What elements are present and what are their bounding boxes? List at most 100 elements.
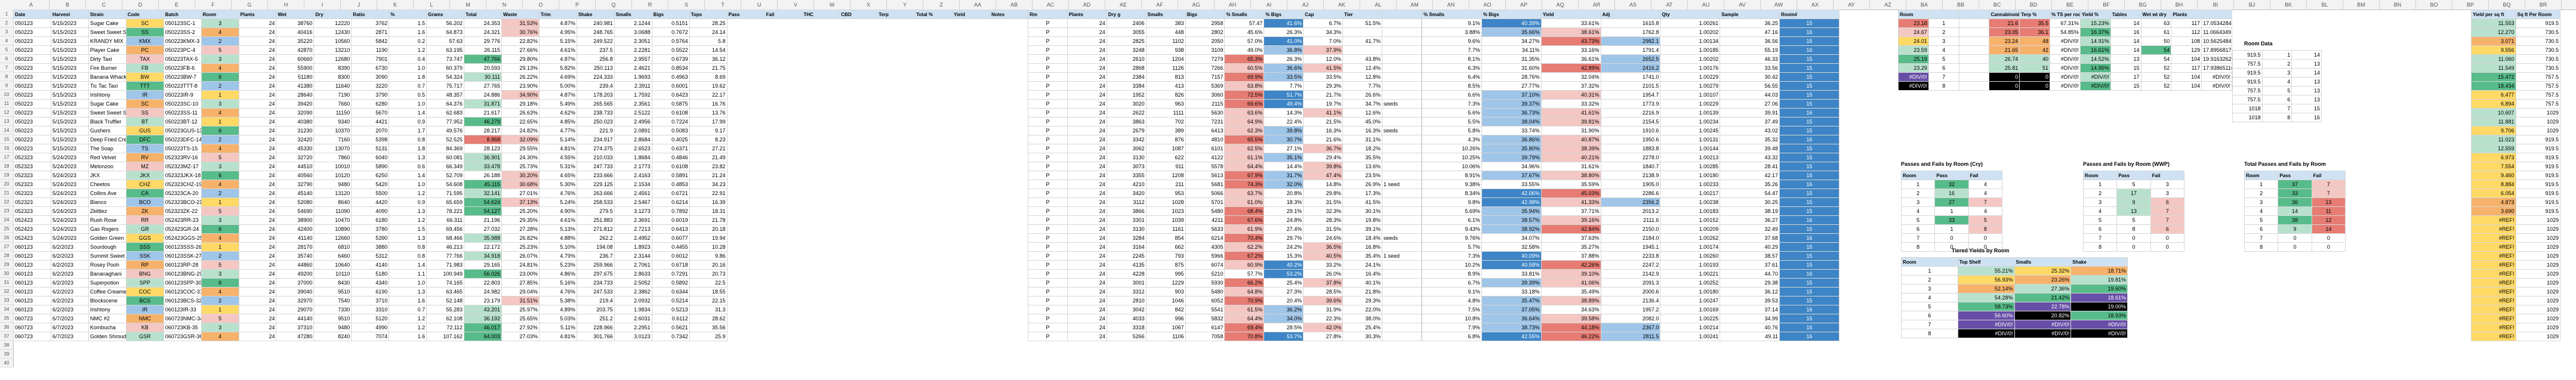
note-cell[interactable]: seeds <box>1382 126 1422 135</box>
data-cell[interactable]: 18.2% <box>1342 144 1383 153</box>
data-cell[interactable]: 36.12 <box>689 54 728 64</box>
data-cell[interactable]: 1.2 <box>389 189 427 198</box>
column-header[interactable]: THC <box>802 10 840 19</box>
data-cell[interactable]: 0.6001 <box>651 81 690 91</box>
data-cell[interactable]: 1029 <box>2515 278 2560 288</box>
data-cell[interactable]: 129 <box>2171 45 2202 55</box>
note-cell[interactable] <box>1382 162 1422 171</box>
data-cell[interactable]: 4.76% <box>538 287 577 296</box>
data-cell[interactable]: 7 <box>2261 104 2292 113</box>
column-header[interactable]: Terp % <box>2019 10 2051 19</box>
data-cell[interactable]: 2.3051 <box>614 36 652 46</box>
note-cell[interactable]: seeds <box>1382 99 1422 109</box>
data-cell[interactable]: 24 <box>238 215 277 225</box>
data-cell[interactable]: GUS <box>125 126 164 135</box>
data-cell[interactable]: 5/15/2023 <box>50 63 89 73</box>
data-cell[interactable]: 219.4 <box>576 296 615 305</box>
data-cell[interactable]: 12.0% <box>1303 54 1344 64</box>
data-cell[interactable]: 37 <box>2278 180 2312 189</box>
data-cell[interactable]: 7.5% <box>1422 305 1482 314</box>
data-cell[interactable]: P <box>1028 197 1068 207</box>
data-cell[interactable]: 3 <box>1900 197 1936 207</box>
data-cell[interactable]: 050223 <box>13 36 51 46</box>
data-cell[interactable]: 24 <box>1067 224 1107 234</box>
data-cell[interactable]: 6 <box>2082 224 2118 234</box>
data-cell[interactable]: #DIV/0! <box>2050 81 2081 91</box>
data-cell[interactable]: 24 <box>238 260 277 270</box>
data-cell[interactable]: 3 <box>201 54 239 64</box>
data-cell[interactable]: 3.690 <box>2471 206 2516 216</box>
data-cell[interactable]: 5613 <box>1185 171 1225 180</box>
data-cell[interactable]: 52.525 <box>426 135 465 144</box>
data-cell[interactable]: 7160 <box>313 135 352 144</box>
data-cell[interactable]: 996 <box>1145 314 1186 323</box>
data-cell[interactable]: 29.165 <box>464 260 502 270</box>
data-cell[interactable]: 7.9% <box>1422 323 1482 332</box>
data-cell[interactable]: 2 <box>2082 189 2118 198</box>
data-cell[interactable]: #REF! <box>2471 278 2516 288</box>
data-cell[interactable]: 0.5213 <box>651 305 690 314</box>
data-cell[interactable]: 5/24/2023 <box>50 206 89 216</box>
data-cell[interactable]: 5966 <box>1185 251 1225 261</box>
data-cell[interactable]: 0.6 <box>389 162 427 171</box>
row-number[interactable]: 11 <box>0 99 13 108</box>
data-cell[interactable]: 64.4% <box>1224 162 1265 171</box>
data-cell[interactable]: 5210 <box>1185 269 1225 279</box>
data-cell[interactable]: 5/15/2023 <box>50 144 89 153</box>
data-cell[interactable]: 2.1773 <box>614 162 652 171</box>
data-cell[interactable]: 5/15/2023 <box>50 18 89 28</box>
data-cell[interactable]: 15 <box>1779 278 1839 288</box>
data-cell[interactable]: 2416.2 <box>1600 63 1661 73</box>
data-cell[interactable]: 050223DFC-14 <box>163 135 202 144</box>
data-cell[interactable]: 4122 <box>1185 153 1225 162</box>
data-cell[interactable]: 6/2/2023 <box>50 242 89 252</box>
data-cell[interactable]: 15 <box>1779 287 1839 296</box>
data-cell[interactable]: 31.1% <box>1342 135 1383 144</box>
data-cell[interactable]: 40 <box>2019 54 2051 64</box>
data-cell[interactable]: 47.4% <box>1303 171 1344 180</box>
data-cell[interactable]: P <box>1028 27 1068 37</box>
data-cell[interactable]: 0 <box>2150 242 2185 252</box>
data-cell[interactable]: 36.73% <box>1481 108 1542 118</box>
data-cell[interactable]: 6 <box>2261 95 2292 104</box>
data-cell[interactable]: 060123SSK-27 <box>163 251 202 261</box>
data-cell[interactable]: 050223TS-15 <box>163 144 202 153</box>
data-cell[interactable]: 61.1% <box>1224 153 1265 162</box>
data-cell[interactable]: 21.196 <box>464 215 502 225</box>
data-cell[interactable]: 1957.2 <box>1600 305 1661 314</box>
data-cell[interactable]: 24 <box>1067 45 1107 55</box>
data-cell[interactable]: 16 <box>1779 233 1839 243</box>
data-cell[interactable]: Sugar Cake <box>88 18 127 28</box>
data-cell[interactable]: 3 <box>2261 68 2292 78</box>
data-cell[interactable]: 38.57 <box>1720 251 1780 261</box>
data-cell[interactable]: Coffee Creamer <box>88 287 127 296</box>
data-cell[interactable]: 9510 <box>313 314 352 323</box>
data-cell[interactable]: 248.765 <box>576 27 615 37</box>
data-cell[interactable]: 21.5% <box>1303 117 1344 126</box>
data-cell[interactable]: 5.24% <box>538 197 577 207</box>
column-letter[interactable]: BP <box>2452 0 2489 10</box>
data-cell[interactable]: 052323MZ-17 <box>163 162 202 171</box>
data-cell[interactable]: 1.00229 <box>1660 72 1721 82</box>
data-cell[interactable]: 7 <box>1901 320 1958 329</box>
data-cell[interactable]: 27.28% <box>501 224 540 234</box>
data-cell[interactable]: 41.5% <box>1342 197 1383 207</box>
data-cell[interactable]: 6413 <box>1185 126 1225 135</box>
data-cell[interactable]: 5681 <box>1185 180 1225 189</box>
column-letter[interactable]: Q <box>596 0 632 10</box>
data-cell[interactable]: 15 <box>1779 314 1839 323</box>
data-cell[interactable]: 4.85% <box>538 117 577 126</box>
data-cell[interactable]: 24 <box>1067 90 1107 100</box>
data-cell[interactable]: 060123 <box>13 305 51 314</box>
data-cell[interactable]: 46.017 <box>464 323 502 332</box>
column-letter[interactable]: BK <box>2270 0 2307 10</box>
data-cell[interactable]: 2 <box>201 81 239 91</box>
data-cell[interactable]: BW <box>125 72 164 82</box>
data-cell[interactable]: Golden Green <box>88 233 127 243</box>
data-cell[interactable]: 7540 <box>313 296 352 305</box>
data-cell[interactable]: 11090 <box>313 206 352 216</box>
data-cell[interactable]: 27.765 <box>464 81 502 91</box>
column-header[interactable]: Tables <box>2110 10 2141 19</box>
column-letter[interactable]: K <box>377 0 414 10</box>
data-cell[interactable]: 5701 <box>1185 197 1225 207</box>
